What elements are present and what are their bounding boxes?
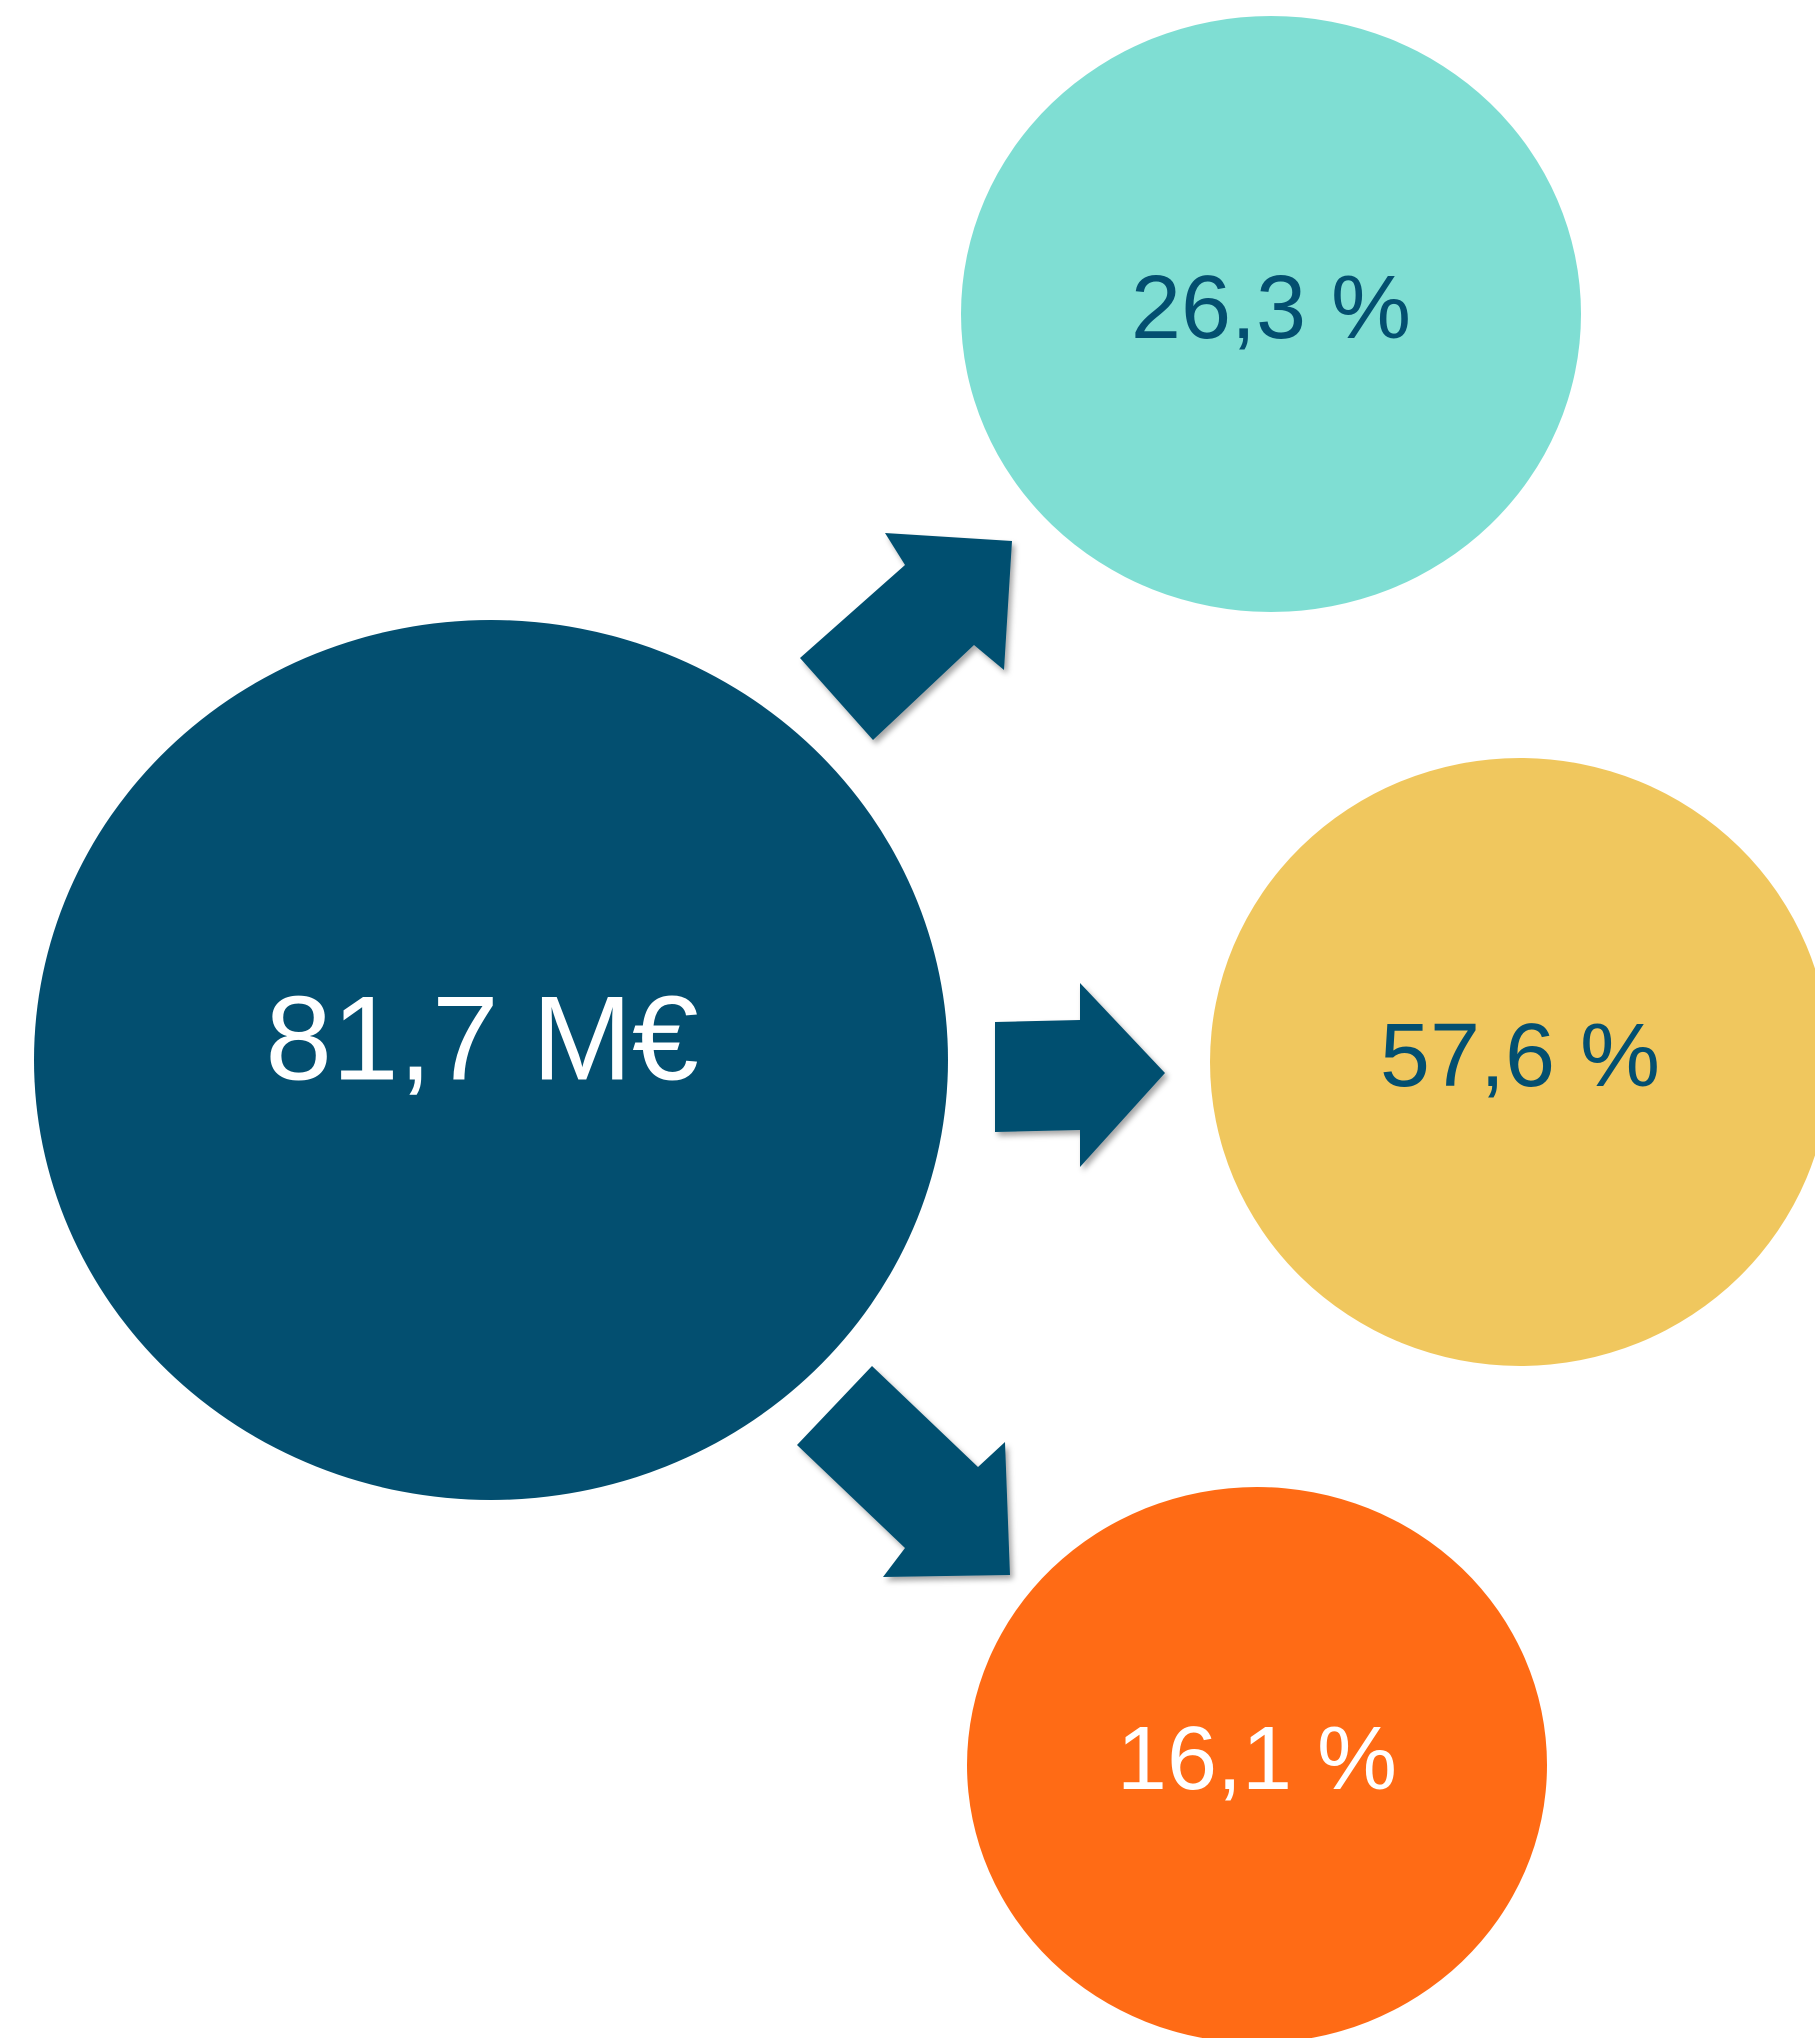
target-value-orange: 16,1 % (1117, 1709, 1397, 1809)
source-circle (34, 620, 948, 1500)
target-value-yellow: 57,6 % (1380, 1006, 1660, 1106)
target-value-teal: 26,3 % (1131, 258, 1411, 358)
arrow-up-right-icon (800, 533, 1012, 740)
source-value: 81,7 M€ (265, 972, 699, 1106)
target-circle-yellow (1210, 758, 1815, 1366)
arrow-down-right-icon (797, 1366, 1010, 1577)
arrow-right-icon (995, 983, 1165, 1167)
target-circle-teal (961, 16, 1581, 612)
target-circle-orange (967, 1487, 1547, 2038)
